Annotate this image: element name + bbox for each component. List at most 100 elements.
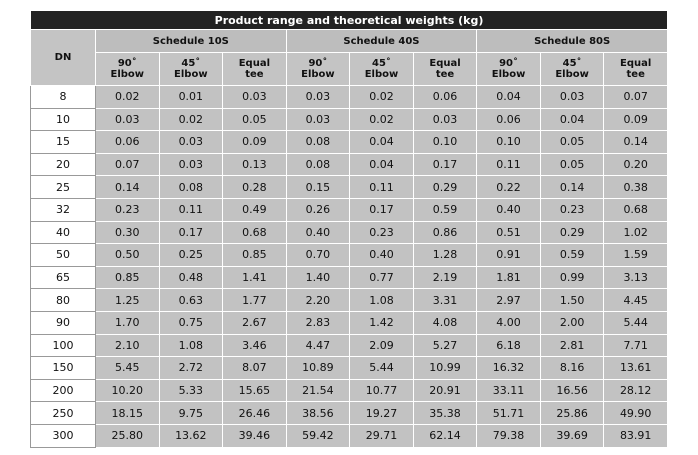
weight-cell: 0.08 bbox=[285, 152, 351, 177]
weight-cell: 25.80 bbox=[95, 423, 160, 448]
weight-cell: 8.16 bbox=[539, 356, 605, 380]
dn-cell: 15 bbox=[30, 130, 96, 154]
dn-cell: 100 bbox=[30, 333, 96, 358]
weight-cell: 1.40 bbox=[285, 265, 351, 290]
data-row: 25 0.14 0.08 0.28 0.15 0.11 0.29 0.22 0.14 0.38 bbox=[30, 175, 668, 199]
weight-cell: 0.03 bbox=[95, 107, 160, 132]
table-title: Product range and theoretical weights (k… bbox=[30, 10, 668, 30]
data-row: 8 0.02 0.01 0.03 0.03 0.02 0.06 0.04 0.03 0.07 bbox=[30, 85, 668, 109]
weight-cell: 0.10 bbox=[476, 130, 541, 154]
weight-cell: 59.42 bbox=[285, 423, 351, 448]
data-row: 15 0.06 0.03 0.09 0.08 0.04 0.10 0.10 0.05 0.14 bbox=[30, 130, 668, 154]
weight-cell: 0.30 bbox=[95, 220, 160, 245]
weight-cell: 4.08 bbox=[412, 310, 478, 335]
dn-cell: 65 bbox=[30, 265, 96, 290]
weight-cell: 0.85 bbox=[95, 265, 160, 290]
weight-cell: 0.04 bbox=[349, 152, 414, 177]
data-row: 40 0.30 0.17 0.68 0.40 0.23 0.86 0.51 0.29 1.02 bbox=[30, 220, 668, 245]
weight-cell: 3.13 bbox=[603, 265, 668, 290]
weight-cell: 1.70 bbox=[95, 310, 160, 335]
weight-cell: 2.83 bbox=[285, 310, 351, 335]
weight-cell: 29.71 bbox=[349, 423, 414, 448]
weight-cell: 0.15 bbox=[285, 175, 351, 199]
weight-cell: 0.75 bbox=[158, 310, 224, 335]
weight-cell: 1.08 bbox=[158, 333, 224, 358]
dn-cell: 25 bbox=[30, 175, 96, 199]
weight-cell: 13.61 bbox=[603, 356, 668, 380]
weight-cell: 5.45 bbox=[95, 356, 160, 380]
sub-header: 45˚ Elbow bbox=[158, 52, 224, 86]
weight-cell: 0.59 bbox=[412, 197, 478, 222]
data-row: 300 25.80 13.62 39.46 59.42 29.71 62.14 79.38 39… bbox=[30, 423, 668, 448]
weight-cell: 1.81 bbox=[476, 265, 541, 290]
weight-cell: 2.09 bbox=[349, 333, 414, 358]
weight-cell: 0.29 bbox=[412, 175, 478, 199]
weight-cell: 0.28 bbox=[222, 175, 287, 199]
weight-cell: 0.03 bbox=[412, 107, 478, 132]
weight-cell: 1.77 bbox=[222, 288, 287, 312]
data-row: 200 10.20 5.33 15.65 21.54 10.77 20.91 33.11 16.… bbox=[30, 378, 668, 403]
weight-cell: 25.86 bbox=[539, 401, 605, 425]
weight-cell: 0.23 bbox=[349, 220, 414, 245]
dn-header: DN bbox=[30, 29, 96, 86]
weight-cell: 49.90 bbox=[603, 401, 668, 425]
weight-cell: 16.56 bbox=[539, 378, 605, 403]
dn-cell: 300 bbox=[30, 423, 96, 448]
weight-cell: 0.05 bbox=[539, 130, 605, 154]
weight-cell: 19.27 bbox=[349, 401, 414, 425]
weight-cell: 10.77 bbox=[349, 378, 414, 403]
weight-cell: 1.41 bbox=[222, 265, 287, 290]
weight-cell: 0.13 bbox=[222, 152, 287, 177]
weight-cell: 2.67 bbox=[222, 310, 287, 335]
weight-cell: 0.03 bbox=[285, 107, 351, 132]
weight-cell: 0.23 bbox=[539, 197, 605, 222]
weight-cell: 4.00 bbox=[476, 310, 541, 335]
weight-cell: 0.68 bbox=[222, 220, 287, 245]
dn-cell: 40 bbox=[30, 220, 96, 245]
weight-cell: 0.02 bbox=[95, 85, 160, 109]
dn-cell: 150 bbox=[30, 356, 96, 380]
weight-cell: 5.27 bbox=[412, 333, 478, 358]
data-row: 50 0.50 0.25 0.85 0.70 0.40 1.28 0.91 0.59 1.59 bbox=[30, 243, 668, 267]
weight-cell: 28.12 bbox=[603, 378, 668, 403]
weight-cell: 0.63 bbox=[158, 288, 224, 312]
group-header: Schedule 10S bbox=[95, 29, 287, 53]
weight-cell: 21.54 bbox=[285, 378, 351, 403]
weight-cell: 35.38 bbox=[412, 401, 478, 425]
weight-cell: 5.33 bbox=[158, 378, 224, 403]
weight-cell: 1.42 bbox=[349, 310, 414, 335]
weight-cell: 0.05 bbox=[222, 107, 287, 132]
weight-cell: 3.31 bbox=[412, 288, 478, 312]
weight-cell: 0.04 bbox=[349, 130, 414, 154]
weight-cell: 10.99 bbox=[412, 356, 478, 380]
data-row: 90 1.70 0.75 2.67 2.83 1.42 4.08 4.00 2.00 5.44 bbox=[30, 310, 668, 335]
weight-cell: 0.02 bbox=[349, 107, 414, 132]
weight-cell: 0.59 bbox=[539, 243, 605, 267]
weight-cell: 2.81 bbox=[539, 333, 605, 358]
weight-cell: 2.10 bbox=[95, 333, 160, 358]
weight-cell: 16.32 bbox=[476, 356, 541, 380]
weight-cell: 0.07 bbox=[603, 85, 668, 109]
weight-cell: 0.25 bbox=[158, 243, 224, 267]
weight-cell: 0.23 bbox=[95, 197, 160, 222]
sub-header: 45˚ Elbow bbox=[539, 52, 605, 86]
dn-cell: 250 bbox=[30, 401, 96, 425]
weight-cell: 10.20 bbox=[95, 378, 160, 403]
weight-cell: 0.91 bbox=[476, 243, 541, 267]
weight-cell: 0.09 bbox=[222, 130, 287, 154]
weight-cell: 6.18 bbox=[476, 333, 541, 358]
weight-cell: 26.46 bbox=[222, 401, 287, 425]
weight-cell: 0.02 bbox=[158, 107, 224, 132]
sub-header: 45˚ Elbow bbox=[349, 52, 414, 86]
weight-cell: 0.40 bbox=[349, 243, 414, 267]
weight-cell: 0.49 bbox=[222, 197, 287, 222]
sub-header: 90˚ Elbow bbox=[285, 52, 351, 86]
weight-cell: 83.91 bbox=[603, 423, 668, 448]
data-row: 250 18.15 9.75 26.46 38.56 19.27 35.38 51.71 25.… bbox=[30, 401, 668, 425]
weight-cell: 0.08 bbox=[158, 175, 224, 199]
weight-cell: 0.11 bbox=[349, 175, 414, 199]
weights-table: Product range and theoretical weights (k… bbox=[30, 10, 668, 448]
weight-cell: 0.38 bbox=[603, 175, 668, 199]
weight-cell: 8.07 bbox=[222, 356, 287, 380]
weight-cell: 0.68 bbox=[603, 197, 668, 222]
